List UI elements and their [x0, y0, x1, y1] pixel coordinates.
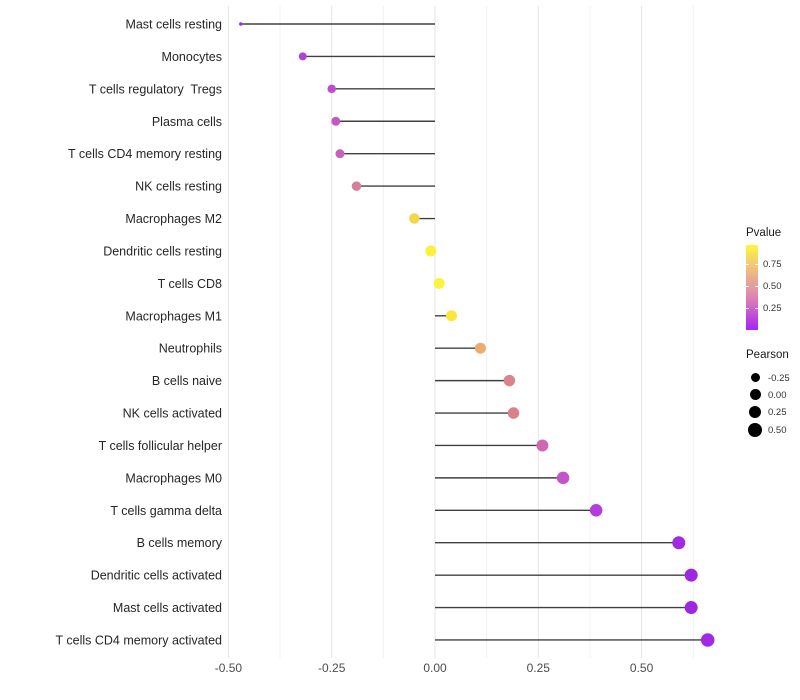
x-axis-tick-label: 0.25	[527, 661, 551, 675]
x-axis-tick-label: -0.50	[215, 661, 243, 675]
lollipop-point	[556, 471, 570, 485]
lollipop-point	[239, 22, 243, 26]
lollipop-point	[684, 601, 698, 615]
lollipop-point	[503, 374, 516, 387]
lollipop-point	[446, 310, 458, 322]
y-axis-label: Dendritic cells resting	[103, 244, 222, 258]
y-axis-label: T cells gamma delta	[110, 504, 222, 518]
y-axis-label: T cells CD4 memory activated	[56, 633, 223, 647]
lollipop-point	[507, 407, 520, 419]
lollipop-point	[433, 277, 445, 289]
y-axis-label: Plasma cells	[152, 115, 222, 129]
y-axis-label: Monocytes	[162, 50, 222, 64]
lollipop-point	[474, 342, 486, 354]
y-axis-label: Macrophages M1	[125, 309, 222, 323]
y-axis-label: Dendritic cells activated	[91, 569, 222, 583]
y-axis-label: Mast cells activated	[113, 601, 222, 615]
x-axis-tick-label: -0.25	[318, 661, 346, 675]
y-axis-label: NK cells resting	[135, 180, 222, 194]
lollipop-point	[684, 568, 698, 582]
y-axis-label: B cells naive	[152, 374, 222, 388]
y-axis-label: Mast cells resting	[125, 18, 222, 32]
y-axis-label: T cells CD4 memory resting	[68, 147, 222, 161]
lollipop-point	[409, 213, 420, 224]
y-axis-label: Macrophages M0	[125, 471, 222, 485]
lollipop-point	[298, 52, 307, 61]
lollipop-point	[700, 633, 715, 647]
y-axis-label: Macrophages M2	[125, 212, 222, 226]
lollipop-point	[536, 439, 549, 452]
x-axis-tick-label: 0.50	[630, 661, 654, 675]
lollipop-point	[672, 536, 686, 550]
y-axis-label: B cells memory	[137, 536, 223, 550]
lollipop-point	[335, 149, 345, 159]
y-axis-label: NK cells activated	[123, 407, 222, 421]
x-axis-tick-label: 0.00	[423, 661, 447, 675]
lollipop-point	[589, 504, 603, 517]
lollipop-point	[331, 116, 341, 126]
lollipop-point	[351, 181, 362, 191]
y-axis-label: T cells CD8	[158, 277, 222, 291]
lollipop-point	[425, 245, 437, 257]
y-axis-label: Neutrophils	[159, 342, 222, 356]
y-axis-label: T cells regulatory Tregs	[89, 82, 222, 96]
lollipop-point	[327, 84, 336, 94]
y-axis-label: T cells follicular helper	[99, 439, 222, 453]
